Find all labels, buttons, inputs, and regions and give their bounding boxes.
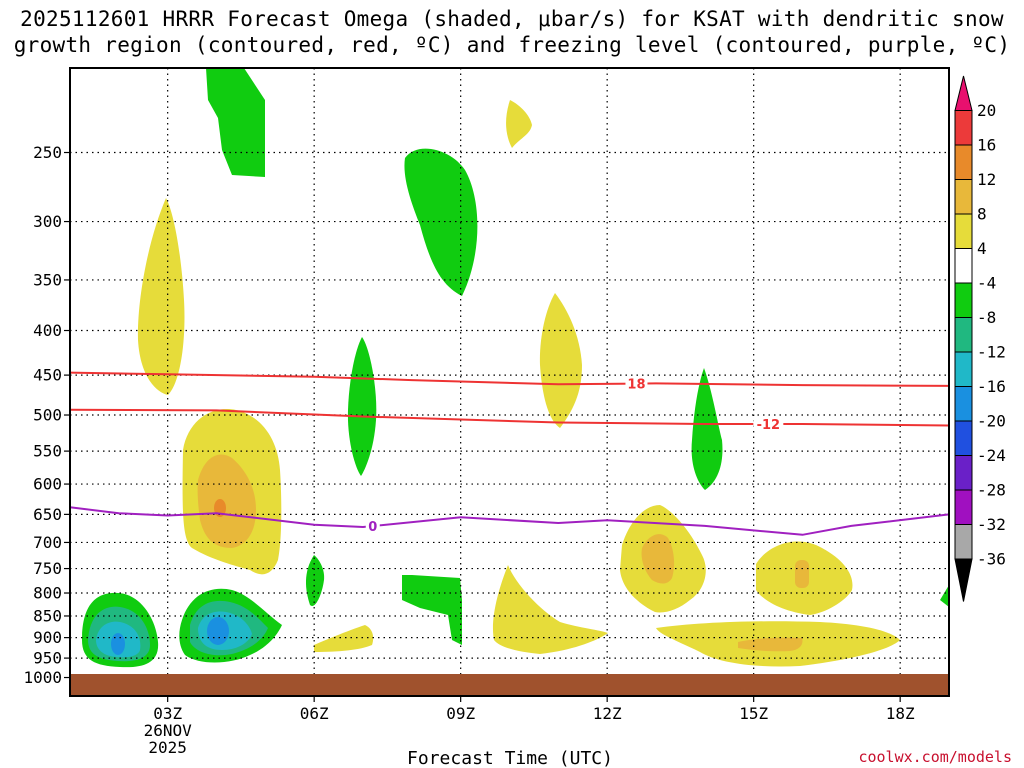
y-tick-label-750: 750 [33, 559, 62, 578]
y-tick-label-600: 600 [33, 475, 62, 494]
colorbar-label--32: -32 [977, 515, 1006, 534]
credit-link[interactable]: coolwx.com/models [858, 748, 1012, 766]
colorbar-swatch-8 [954, 351, 973, 387]
sink-region-10z-low [492, 565, 608, 654]
colorbar-label--36: -36 [977, 550, 1006, 569]
colorbar-swatch-2 [954, 144, 973, 180]
sink-region-16z-low [656, 621, 900, 667]
x-date-line-2: 2025 [148, 738, 187, 757]
x-tick-label-15Z: 15Z [739, 704, 768, 723]
lift-region-04z-upper [206, 68, 265, 177]
contour-dendritic-growth-upper [69, 371, 950, 387]
x-tick-label-06Z: 06Z [300, 704, 329, 723]
chart-title-line-1: 2025112601 HRRR Forecast Omega (shaded, … [20, 7, 1004, 31]
y-tick-label-800: 800 [33, 584, 62, 603]
y-tick-label-250: 250 [33, 143, 62, 162]
colorbar-swatch-7 [954, 317, 973, 353]
omega-shading [82, 68, 949, 668]
lift-region-14z-mid [691, 368, 723, 490]
colorbar-label--16: -16 [977, 377, 1006, 396]
colorbar-label-20: 20 [977, 101, 996, 120]
colorbar-swatch-10 [954, 420, 973, 456]
colorbar-label-12: 12 [977, 170, 996, 189]
colorbar-top-arrow [954, 75, 973, 111]
y-tick-label-550: 550 [33, 442, 62, 461]
ground-surface [70, 674, 949, 696]
x-tick-label-03Z: 03Z [153, 704, 182, 723]
colorbar-label-16: 16 [977, 136, 996, 155]
y-tick-label-1000: 1000 [23, 668, 62, 687]
colorbar-swatch-13 [954, 524, 973, 560]
colorbar-label--4: -4 [977, 274, 996, 293]
y-tick-label-900: 900 [33, 628, 62, 647]
contour-label--12: -12 [757, 418, 781, 433]
lift-region-07z-mid [347, 337, 377, 476]
y-tick-label-500: 500 [33, 406, 62, 425]
lift-region-19z-low [940, 585, 949, 607]
y-axis-ticks: 250 300 350 400 450 500 550 600 650 700 750 800 850 9… [23, 143, 70, 687]
sink-region-03z-upper [137, 198, 185, 395]
colorbar-swatch-9 [954, 386, 973, 422]
colorbar-swatch-11 [954, 455, 973, 491]
colorbar-bottom-arrow [954, 558, 973, 602]
y-tick-label-400: 400 [33, 321, 62, 340]
contour-label-0: 0 [368, 520, 377, 535]
lift-region-09z-low [402, 575, 462, 645]
plot-frame [69, 67, 950, 697]
colorbar-label--24: -24 [977, 446, 1006, 465]
lift-region-04z-low [179, 588, 282, 663]
y-tick-label-950: 950 [33, 649, 62, 668]
colorbar-swatch-12 [954, 489, 973, 525]
x-tick-label-12Z: 12Z [593, 704, 622, 723]
colorbar-swatch-4 [954, 213, 973, 249]
colorbar-label--12: -12 [977, 343, 1006, 362]
lift-region-07z-low [305, 555, 325, 606]
colorbar-swatch-5 [954, 248, 973, 284]
x-axis-label: Forecast Time (UTC) [407, 748, 613, 768]
sink-region-04z-mid [182, 409, 282, 575]
colorbar-label--28: -28 [977, 481, 1006, 500]
chart-title-line-2: growth region (contoured, red, ºC) and f… [13, 33, 1011, 57]
contour-dendritic-growth-lower [69, 408, 950, 427]
contour-label-bg [625, 376, 648, 391]
contour-label--18: 18 [627, 378, 645, 393]
y-tick-label-850: 850 [33, 606, 62, 625]
colorbar-label--20: -20 [977, 412, 1006, 431]
x-tick-label-09Z: 09Z [446, 704, 475, 723]
sink-region-16z [756, 541, 853, 615]
y-tick-label-450: 450 [33, 366, 62, 385]
sink-region-13z [620, 505, 706, 613]
sink-region-10z-upper [506, 100, 532, 148]
sink-region-07z-low [314, 625, 374, 652]
lift-region-01z-low [82, 592, 159, 668]
colorbar-label-4: 4 [977, 239, 987, 258]
contour-label-bg [753, 416, 784, 431]
contour-lines: 18 -12 0 [69, 371, 950, 536]
colorbar-label-8: 8 [977, 205, 987, 224]
y-tick-label-350: 350 [33, 270, 62, 289]
lift-region-08z-upper [404, 148, 478, 296]
colorbar: 20 16 12 8 4 -4 -8 -12 -16 -20 -24 -28 -32 -36 [954, 75, 1006, 602]
contour-label-bg [365, 519, 380, 534]
contour-freezing-level [69, 506, 950, 536]
y-tick-label-650: 650 [33, 505, 62, 524]
sink-region-11z-mid [539, 293, 582, 428]
colorbar-swatch-6 [954, 282, 973, 318]
colorbar-swatch-1 [954, 110, 973, 146]
y-tick-label-300: 300 [33, 212, 62, 231]
grid [70, 68, 949, 696]
y-tick-label-700: 700 [33, 533, 62, 552]
colorbar-label--8: -8 [977, 308, 996, 327]
x-date-line-1: 26NOV [144, 721, 193, 740]
x-tick-label-18Z: 18Z [886, 704, 915, 723]
colorbar-swatch-3 [954, 179, 973, 215]
